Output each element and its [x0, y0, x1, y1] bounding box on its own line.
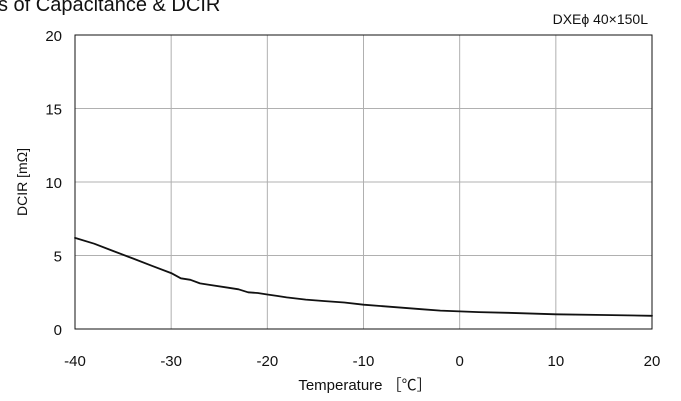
data-point — [363, 304, 365, 306]
x-axis: -40 -30 -20 -10 0 10 20 — [64, 353, 660, 370]
data-point — [247, 291, 249, 293]
x-tick-label: -40 — [64, 353, 86, 370]
data-point — [276, 295, 278, 297]
x-tick-label: -20 — [256, 353, 278, 370]
y-axis-label: DCIR [mΩ] — [14, 148, 30, 216]
data-point — [190, 279, 192, 281]
data-point — [324, 300, 326, 302]
data-point — [420, 308, 422, 310]
data-point — [305, 299, 307, 301]
data-point — [199, 283, 201, 285]
x-tick-label: 20 — [644, 353, 661, 370]
data-point — [170, 272, 172, 274]
x-tick-label: 0 — [455, 353, 463, 370]
data-point — [440, 310, 442, 312]
data-point — [343, 302, 345, 304]
data-point — [382, 305, 384, 307]
data-point — [478, 311, 480, 313]
data-point — [555, 313, 557, 315]
data-point — [180, 277, 182, 279]
y-tick-label: 15 — [45, 102, 62, 119]
data-point — [74, 237, 76, 239]
x-tick-label: 10 — [547, 353, 564, 370]
y-tick-label: 0 — [54, 322, 62, 339]
x-axis-label: Temperature ［℃］ — [298, 377, 431, 394]
series — [74, 236, 653, 317]
chart-subtitle: DXEϕ 40×150L — [553, 11, 649, 27]
x-tick-label: -30 — [160, 353, 182, 370]
data-point — [266, 294, 268, 296]
data-point — [603, 314, 605, 316]
x-tick-label: -10 — [353, 353, 375, 370]
data-point — [651, 315, 653, 317]
grid — [75, 35, 652, 329]
data-point — [228, 287, 230, 289]
data-point — [113, 250, 115, 252]
data-point — [459, 311, 461, 313]
y-tick-label: 5 — [54, 249, 62, 266]
data-point — [93, 243, 95, 245]
data-point — [507, 312, 509, 314]
data-point — [132, 258, 134, 260]
y-tick-label: 10 — [45, 175, 62, 192]
data-point — [401, 307, 403, 309]
data-point — [209, 284, 211, 286]
data-point — [286, 297, 288, 299]
chart-title: s of Capacitance & DCIR — [0, 0, 220, 16]
data-point — [257, 292, 259, 294]
y-tick-label: 20 — [45, 28, 62, 45]
plot-frame — [74, 34, 653, 330]
data-point — [238, 288, 240, 290]
series-line — [74, 236, 653, 317]
y-axis: 0 5 10 15 20 — [45, 28, 62, 339]
data-point — [151, 265, 153, 267]
